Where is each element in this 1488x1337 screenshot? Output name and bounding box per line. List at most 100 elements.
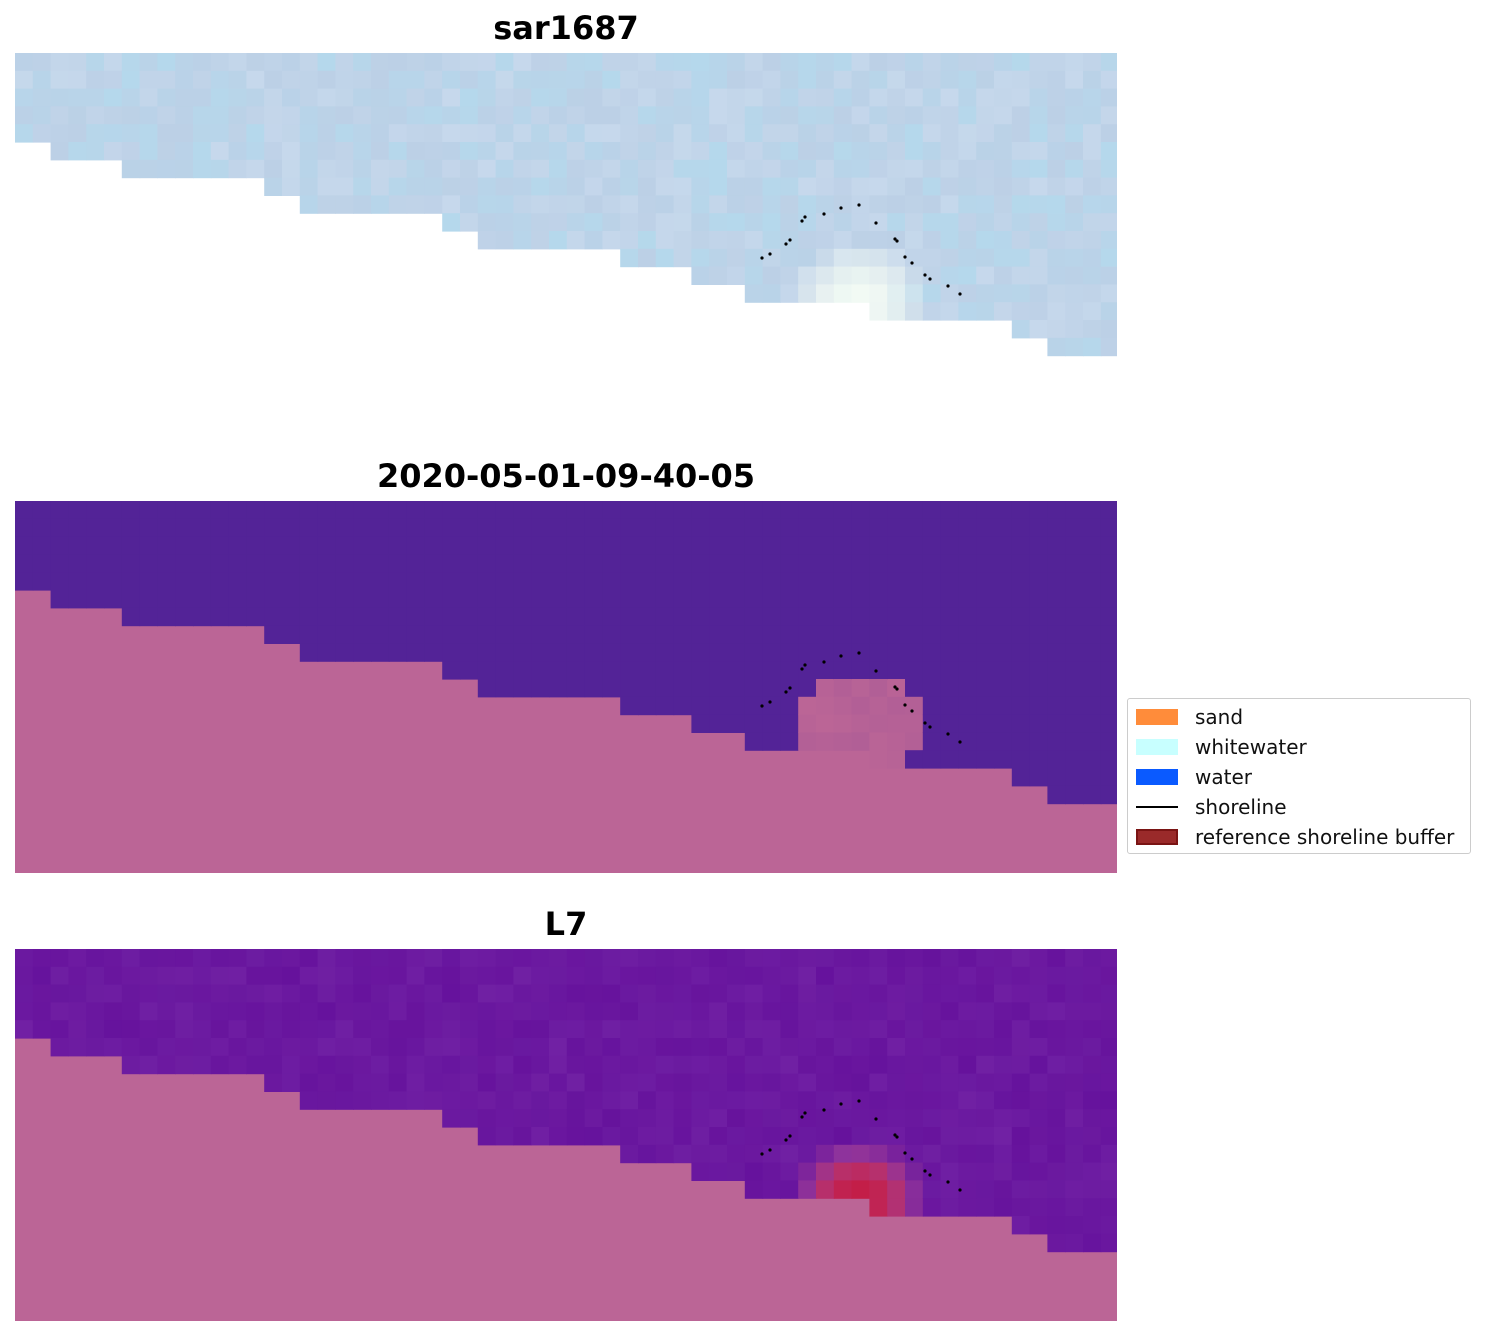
optical-pixel	[1083, 1127, 1102, 1146]
optical-pixel	[833, 966, 853, 986]
water-pixel	[709, 554, 728, 573]
water-pixel	[1047, 750, 1066, 769]
optical-pixel	[584, 1127, 603, 1146]
shoreline-point	[788, 1134, 792, 1138]
optical-pixel	[210, 1002, 230, 1021]
sar-pixel	[816, 177, 835, 196]
sar-pixel	[1029, 248, 1048, 268]
water-pixel	[228, 572, 247, 591]
optical-pixel	[869, 1020, 888, 1039]
land-pixel	[869, 696, 888, 716]
optical-pixel	[193, 1055, 212, 1075]
water-pixel	[727, 679, 746, 698]
land-pixel	[869, 679, 888, 698]
sar-pixel	[762, 106, 781, 125]
sar-pixel	[157, 159, 176, 179]
sar-pixel	[673, 70, 692, 90]
water-pixel	[477, 661, 497, 680]
sar-pixel	[460, 142, 479, 161]
sar-pixel	[976, 142, 995, 161]
water-pixel	[335, 643, 354, 662]
sar-pixel	[780, 284, 799, 303]
sar-pixel	[691, 70, 710, 90]
water-pixel	[175, 536, 194, 555]
sar-pixel	[833, 106, 853, 125]
water-pixel	[887, 501, 906, 520]
optical-pixel	[1100, 1109, 1117, 1128]
optical-pixel	[602, 1127, 621, 1146]
water-pixel	[709, 625, 728, 644]
optical-pixel	[193, 949, 212, 968]
optical-pixel	[104, 984, 123, 1003]
optical-pixel	[922, 1127, 942, 1146]
sar-pixel	[869, 53, 888, 72]
water-pixel	[104, 536, 123, 555]
shoreline-point	[857, 203, 861, 207]
sar-pixel	[709, 159, 728, 179]
optical-pixel	[299, 949, 319, 968]
optical-pixel	[406, 1055, 425, 1075]
sar-pixel	[762, 177, 781, 196]
water-pixel	[958, 679, 977, 698]
water-pixel	[833, 661, 853, 680]
sar-pixel	[1083, 337, 1102, 357]
optical-pixel	[1011, 1109, 1031, 1128]
water-pixel	[531, 607, 550, 627]
optical-pixel	[86, 1038, 105, 1057]
sar-pixel	[922, 177, 942, 196]
optical-pixel	[940, 1002, 959, 1021]
legend: sand whitewater water shoreline referenc…	[1127, 698, 1471, 854]
sar-pixel	[566, 124, 586, 143]
sar-pixel	[940, 195, 959, 214]
sar-pixel	[495, 142, 514, 161]
optical-pixel	[602, 1109, 621, 1128]
shoreline-point	[768, 1148, 772, 1152]
water-pixel	[68, 501, 87, 520]
water-pixel	[371, 501, 390, 520]
sar-pixel	[905, 124, 924, 143]
optical-pixel	[1083, 1091, 1102, 1110]
sar-pixel	[958, 159, 977, 179]
optical-pixel	[104, 1038, 123, 1057]
optical-pixel	[798, 1038, 817, 1057]
optical-pixel	[299, 1038, 319, 1057]
optical-pixel	[299, 1073, 319, 1092]
optical-pixel	[121, 1038, 141, 1057]
optical-pixel	[157, 1038, 176, 1057]
optical-pixel	[371, 1073, 390, 1092]
water-pixel	[513, 661, 532, 680]
water-pixel	[1011, 750, 1031, 769]
optical-pixel	[958, 1020, 977, 1039]
sar-pixel	[104, 106, 123, 125]
sar-pixel	[691, 53, 710, 72]
water-pixel	[1100, 750, 1117, 769]
shoreline-point	[784, 690, 788, 694]
water-pixel	[922, 679, 942, 698]
sar-pixel	[1011, 177, 1031, 196]
optical-pixel	[638, 1091, 657, 1110]
water-pixel	[655, 696, 675, 716]
water-pixel	[638, 572, 657, 591]
water-pixel	[406, 501, 425, 520]
water-pixel	[584, 607, 603, 627]
optical-pixel	[655, 1073, 675, 1092]
sar-pixel	[513, 231, 532, 250]
sar-pixel	[50, 142, 69, 161]
sar-pixel	[887, 195, 906, 214]
optical-pixel	[1011, 1038, 1031, 1057]
water-pixel	[976, 518, 995, 538]
optical-pixel	[1029, 1144, 1048, 1164]
sar-pixel	[1047, 106, 1066, 125]
optical-pixel	[193, 1002, 212, 1021]
optical-pixel	[833, 984, 853, 1003]
optical-pixel	[1047, 1038, 1066, 1057]
water-swatch	[1136, 769, 1178, 785]
sar-pixel	[371, 142, 390, 161]
optical-pixel	[833, 1127, 853, 1146]
shoreline-point	[874, 1117, 878, 1121]
optical-pixel	[994, 1073, 1013, 1092]
water-pixel	[1047, 785, 1066, 805]
sar-pixel	[833, 159, 853, 179]
sar-pixel	[566, 231, 586, 250]
sar-pixel	[584, 231, 603, 250]
